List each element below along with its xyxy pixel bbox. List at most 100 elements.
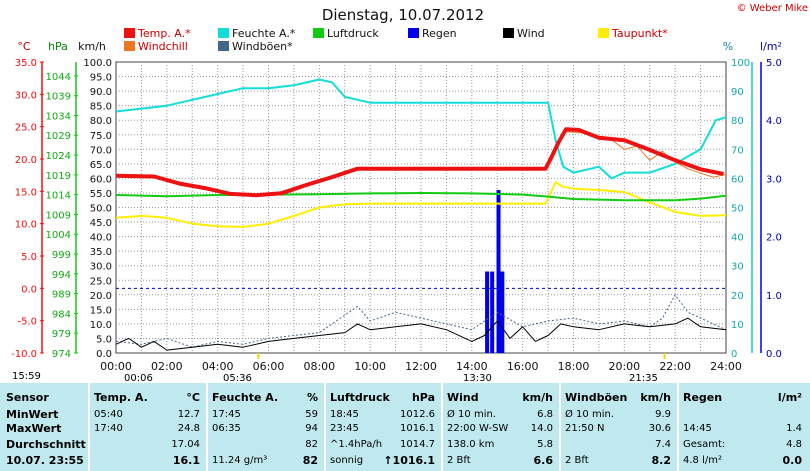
pressure-row-label: sonnig [330,455,364,466]
plot-frame [115,61,727,354]
time-tick: 12:00 [405,360,437,373]
axis-label-rain: l/m² [760,40,782,53]
time-tick: 04:00 [202,360,234,373]
humidity-row-value: 59 [305,409,318,420]
wind-row-label: 22:00 W-SW [447,423,509,434]
wind-row-label: 138.0 km [447,439,495,450]
pressure-tick: 1019 [46,171,71,182]
humidity-tick: 10 [731,320,744,331]
pressure-tick: 979 [52,329,71,340]
chart-legend: Temp. A.* Feuchte A.* Luftdruck Regen Wind Ta… [124,27,668,53]
rain-row-value: 0.0 [782,454,803,467]
gusts-row-value: 8.2 [651,454,672,467]
time-tick: 10:00 [354,360,386,373]
wind-tick: 95.0 [90,73,112,84]
wind-row-value: 6.6 [533,454,554,467]
humidity-tick: 20 [731,291,744,302]
wind-tick: 60.0 [90,174,112,185]
rain-row-value: 1.4 [786,423,802,434]
legend-swatch [313,28,324,38]
sunrise-time: 05:36 [223,373,252,384]
gusts-unit: km/h [640,391,671,404]
humidity-line [115,78,727,180]
time-left: 15:59 [12,371,41,382]
pressure-tick: 1034 [46,111,71,122]
pressure-tick: 1004 [46,230,71,241]
rain-tick: 0.0 [766,349,782,360]
wind-tick: 0.0 [96,349,112,360]
stats-table: Sensor MinWert MaxWert Durchschnitt 10.0… [0,383,810,471]
legend-swatch [124,41,135,51]
temp-row-value: 16.1 [172,454,200,467]
plot-area [115,61,727,359]
wind-tick: 35.0 [90,247,112,258]
time-tick: 14:00 [456,360,488,373]
legend-label: Feuchte A.* [232,27,296,40]
time-tick: 02:00 [151,360,183,373]
legend-swatch [503,28,514,38]
moonset-time: 13:30 [463,373,492,384]
humidity-tick: 0 [731,349,737,360]
temp-tick: 30.0 [15,90,37,101]
rain-row-value: 4.8 [786,439,802,450]
sunset-time: 21:35 [629,373,658,384]
pressure-tick: 999 [52,250,71,261]
rain-tick: 5.0 [766,58,782,69]
temp-row-label: 05:40 [94,409,123,420]
humidity-tick: 70 [731,145,744,156]
wind-unit: km/h [522,391,553,404]
wind-tick: 90.0 [90,87,112,98]
temp-tick: 20.0 [15,155,37,166]
pressure-row-label: 23:45 [330,423,359,434]
legend-swatch [218,41,229,51]
wind-tick: 50.0 [90,204,112,215]
wind-tick: 45.0 [90,218,112,229]
axis-label-humidity: % [723,40,733,53]
wind-row-label: 2 Bft [447,455,471,466]
temp-row-value: 17.04 [171,439,200,450]
wind-tick: 100.0 [83,58,112,69]
row-avg: Durchschnitt [6,438,86,451]
row-current: 10.07. 23:55 [6,454,84,467]
row-min: MinWert [6,408,59,421]
wind-tick: 20.0 [90,291,112,302]
gusts-header: Windböen [565,391,628,404]
temp-tick: 5.0 [21,252,37,263]
wind-tick: 40.0 [90,233,112,244]
time-tick: 16:00 [507,360,539,373]
wind-tick: 30.0 [90,262,112,273]
pressure-tick: 1014 [46,191,71,202]
wind-row-value: 14.0 [530,423,553,434]
row-max: MaxWert [6,422,62,435]
rain-header: Regen [683,391,723,404]
temp-tick: 25.0 [15,123,37,134]
pressure-tick: 974 [52,349,71,360]
pressure-unit: hPa [411,391,435,404]
temp-tick: -10.0 [11,349,37,360]
gusts-line [115,294,727,348]
time-tick: 18:00 [558,360,590,373]
wind-tick: 70.0 [90,145,112,156]
legend-label: Regen [422,27,457,40]
humidity-tick: 100 [731,58,750,69]
humidity-row-label: 17:45 [212,409,241,420]
legend-label: Luftdruck [327,27,379,40]
pressure-row-value: 1016.1 [400,423,435,434]
pressure-tick: 1044 [46,72,71,83]
time-tick: 06:00 [253,360,285,373]
rain-row-label: 14:45 [683,423,712,434]
temp-tick: 10.0 [15,220,37,231]
rain-bar [490,271,495,353]
pressure-row-value: 1014.7 [400,439,435,450]
pressure-tick: 1024 [46,151,71,162]
pressure-tick: 1039 [46,92,71,103]
wind-tick: 15.0 [90,305,112,316]
rain-tick: 4.0 [766,116,782,127]
humidity-tick: 60 [731,174,744,185]
wind-row-value: 5.8 [537,439,553,450]
pressure-row-value: 1012.6 [400,409,435,420]
pressure-tick: 1009 [46,210,71,221]
wind-line [115,317,727,351]
wind-header: Wind [447,391,479,404]
temperature-line [115,127,724,198]
